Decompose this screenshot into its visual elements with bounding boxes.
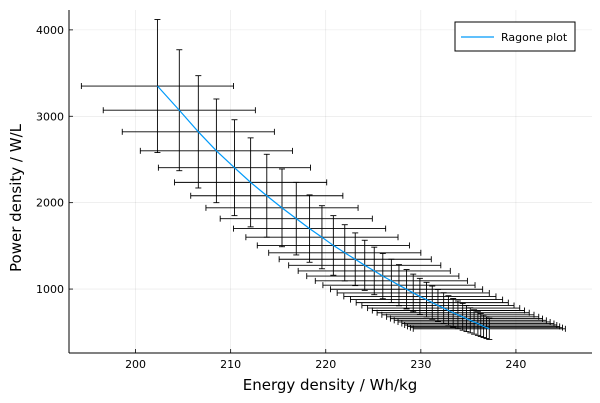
grid-lines <box>69 10 592 353</box>
legend: Ragone plot <box>454 21 576 52</box>
plot-area <box>80 19 566 340</box>
y-tick-label: 3000 <box>36 110 64 123</box>
legend-label: Ragone plot <box>501 31 568 44</box>
x-tick-label: 230 <box>410 358 431 371</box>
error-bar <box>412 317 566 340</box>
y-tick-label: 1000 <box>36 283 64 296</box>
x-tick-label: 200 <box>125 358 146 371</box>
y-tick-label: 4000 <box>36 24 64 37</box>
y-axis-label: Power density / W/L <box>7 123 25 272</box>
tick-labels: 200 210 220 230 240 1000 2000 3000 4000 <box>36 24 526 371</box>
series-line-ragone-plot <box>156 85 490 330</box>
x-tick-label: 240 <box>505 358 526 371</box>
x-tick-label: 210 <box>220 358 241 371</box>
x-tick-label: 220 <box>315 358 336 371</box>
x-axis-label: Energy density / Wh/kg <box>243 376 417 394</box>
axes <box>68 10 592 354</box>
y-tick-label: 2000 <box>36 197 64 210</box>
